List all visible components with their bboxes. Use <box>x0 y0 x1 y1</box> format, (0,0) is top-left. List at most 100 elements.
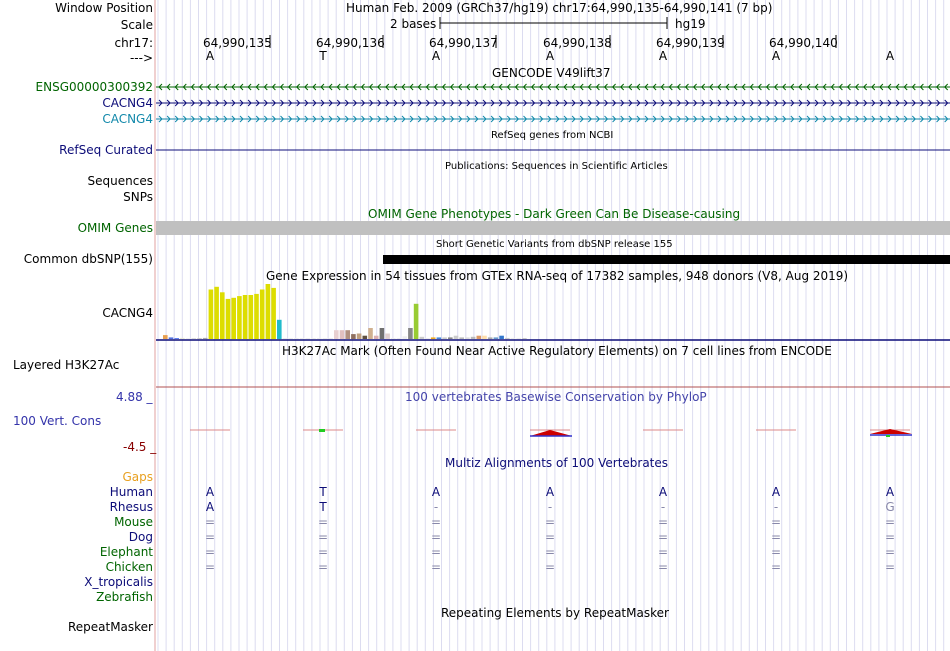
gtex-bar[interactable] <box>168 337 174 339</box>
gtex-bar[interactable] <box>191 338 197 339</box>
gene-chevron <box>425 115 431 123</box>
species-label[interactable]: Dog <box>128 530 153 544</box>
species-label[interactable]: X_tropicalis <box>84 575 153 589</box>
gtex-bar[interactable] <box>362 335 368 339</box>
refseq-label[interactable]: RefSeq Curated <box>59 143 153 157</box>
gtex-bar[interactable] <box>482 335 487 339</box>
gtex-bar[interactable] <box>248 295 254 339</box>
gtex-bar[interactable] <box>214 286 219 340</box>
gtex-bar[interactable] <box>237 296 242 339</box>
phylop-label[interactable]: 100 Vert. Cons <box>13 414 102 428</box>
gtex-bar[interactable] <box>299 338 305 339</box>
gtex-bar[interactable] <box>396 338 402 339</box>
gene-chevron <box>700 83 706 91</box>
gtex-bar[interactable] <box>373 335 379 339</box>
gtex-bar[interactable] <box>202 337 208 339</box>
gtex-bar[interactable] <box>208 289 214 340</box>
gtex-bar[interactable] <box>465 337 470 339</box>
gtex-bar[interactable] <box>334 330 339 339</box>
gtex-bar[interactable] <box>413 303 419 339</box>
gtex-bar[interactable] <box>522 338 527 339</box>
gtex-bar[interactable] <box>419 336 425 339</box>
gtex-bar[interactable] <box>265 284 271 339</box>
gtex-bar[interactable] <box>499 335 504 339</box>
gene-chevron <box>288 99 293 107</box>
gtex-bar[interactable] <box>476 335 482 339</box>
publications-label[interactable]: Sequences <box>87 174 153 188</box>
gtex-bar[interactable] <box>493 337 499 339</box>
gencode-track-label[interactable]: CACNG4 <box>102 112 153 126</box>
gene-chevron <box>822 99 827 107</box>
gencode-track-label[interactable]: ENSG00000300392 <box>35 80 153 94</box>
gene-chevron <box>474 83 479 91</box>
gtex-bar[interactable] <box>391 338 396 339</box>
gtex-bar[interactable] <box>430 337 436 339</box>
gtex-bar[interactable] <box>242 295 248 339</box>
gtex-bar[interactable] <box>180 337 185 339</box>
omim-bar[interactable] <box>156 221 950 235</box>
species-label[interactable]: Chicken <box>105 560 153 574</box>
gtex-bar[interactable] <box>436 337 442 339</box>
gtex-bar[interactable] <box>385 333 390 340</box>
gtex-label[interactable]: CACNG4 <box>102 306 153 320</box>
gtex-bar[interactable] <box>516 337 521 339</box>
gtex-bar[interactable] <box>163 335 168 339</box>
position-tick: 64,990,135 <box>203 36 272 50</box>
h3k27ac-label[interactable]: Layered H3K27Ac <box>13 358 120 372</box>
gtex-bar[interactable] <box>351 334 356 340</box>
species-label[interactable]: Zebrafish <box>96 590 153 604</box>
gtex-bar[interactable] <box>487 337 493 339</box>
gtex-bar[interactable] <box>442 337 447 339</box>
gtex-bar[interactable] <box>505 337 510 339</box>
species-label[interactable]: Human <box>109 485 153 499</box>
gene-chevron <box>733 115 738 123</box>
gtex-bar[interactable] <box>453 335 459 339</box>
gtex-bar[interactable] <box>277 319 282 340</box>
gtex-bar[interactable] <box>305 338 311 339</box>
gtex-bar[interactable] <box>379 328 385 339</box>
gtex-bar[interactable] <box>408 328 413 339</box>
dbsnp-label[interactable]: Common dbSNP(155) <box>23 252 153 266</box>
gtex-bar[interactable] <box>311 338 316 339</box>
gtex-bar[interactable] <box>225 298 231 339</box>
gtex-bar[interactable] <box>294 338 299 339</box>
gtex-bar[interactable] <box>231 297 236 340</box>
gtex-bar[interactable] <box>345 330 350 339</box>
gtex-bar[interactable] <box>356 333 362 340</box>
gtex-bar[interactable] <box>425 338 430 339</box>
alignment-base: T <box>319 485 327 499</box>
gene-chevron <box>207 115 212 123</box>
gaps-label[interactable]: Gaps <box>122 470 153 484</box>
gtex-bar[interactable] <box>220 292 225 340</box>
gtex-bar[interactable] <box>510 337 516 339</box>
gtex-bar[interactable] <box>197 338 202 339</box>
gtex-bar[interactable] <box>459 337 464 339</box>
gene-chevron <box>336 83 341 91</box>
gtex-bar[interactable] <box>288 338 293 339</box>
gtex-bar[interactable] <box>339 330 345 339</box>
omim-label[interactable]: OMIM Genes <box>77 221 153 235</box>
gtex-bar[interactable] <box>282 338 288 339</box>
gene-chevron <box>555 99 560 107</box>
gtex-bar[interactable] <box>328 338 333 339</box>
gencode-track-label[interactable]: CACNG4 <box>102 96 153 110</box>
gtex-bar[interactable] <box>368 328 373 339</box>
gtex-bar[interactable] <box>402 336 407 340</box>
gtex-bar[interactable] <box>254 293 259 339</box>
dbsnp-bar[interactable] <box>383 255 950 264</box>
gene-chevron <box>191 99 196 107</box>
gtex-bar[interactable] <box>174 338 179 339</box>
species-label[interactable]: Mouse <box>114 515 153 529</box>
species-label[interactable]: Rhesus <box>109 500 153 514</box>
gtex-bar[interactable] <box>259 289 265 340</box>
publications-label[interactable]: SNPs <box>123 190 153 204</box>
gtex-bar[interactable] <box>185 338 191 339</box>
gtex-bar[interactable] <box>322 338 328 339</box>
gtex-bar[interactable] <box>470 336 476 339</box>
species-label[interactable]: Elephant <box>99 545 153 559</box>
repeatmasker-label[interactable]: RepeatMasker <box>67 620 153 634</box>
gtex-bar[interactable] <box>448 337 453 339</box>
gtex-bar[interactable] <box>271 287 276 340</box>
gtex-bar[interactable] <box>316 338 322 339</box>
